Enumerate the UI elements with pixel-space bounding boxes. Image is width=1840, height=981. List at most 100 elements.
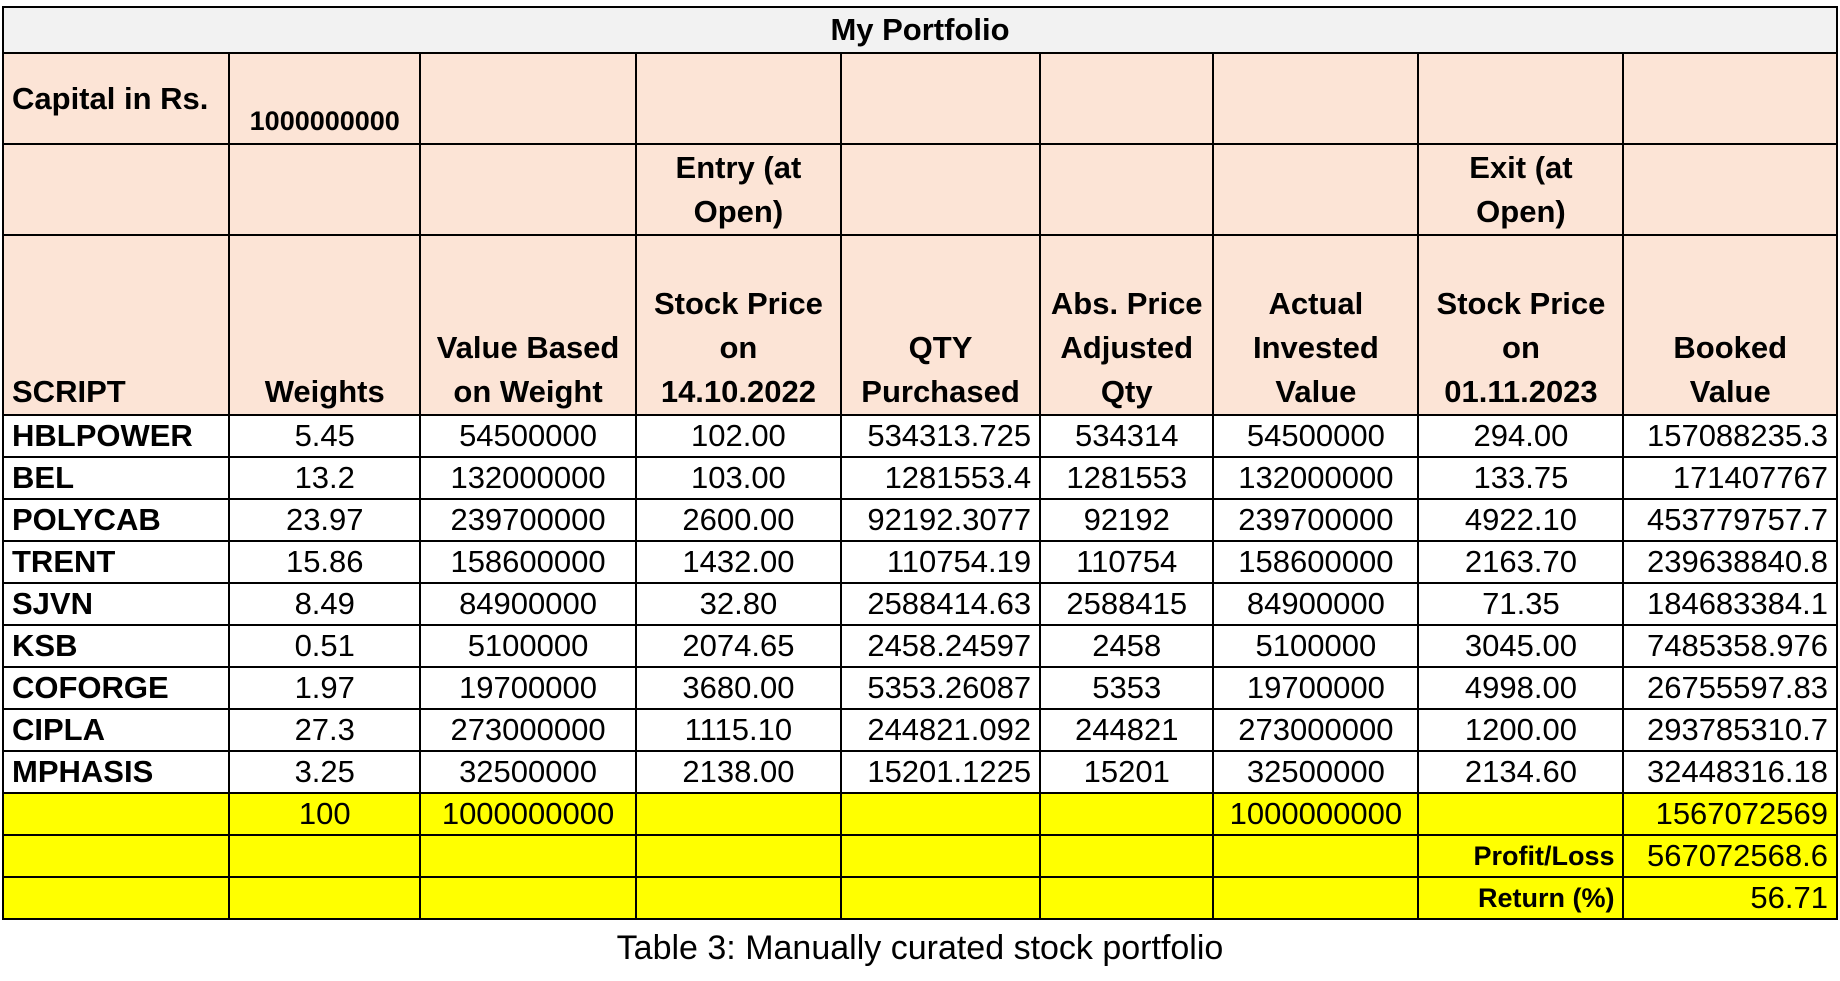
table-cell: 102.00 [634,414,842,458]
table-cell: 110754.19 [839,540,1042,584]
table-cell: 132000000 [1212,456,1420,500]
table-cell: 294.00 [1417,414,1625,458]
table-cell: 239700000 [1212,498,1420,542]
entry-label: Entry (at Open) [634,143,842,236]
table-row: HBLPOWER 5.45 54500000 102.00 534313.725… [1,414,1838,458]
totals-row: 100 1000000000 1000000000 1567072569 [1,792,1838,836]
table-cell: 3045.00 [1417,624,1625,668]
portfolio-table: My Portfolio Capital in Rs. 1000000000 E… [1,6,1838,920]
table-cell: 32448316.18 [1622,750,1838,794]
table-cell: 158600000 [419,540,637,584]
table-row: MPHASIS 3.25 32500000 2138.00 15201.1225… [1,750,1838,794]
table-cell: 2458 [1039,624,1215,668]
table-cell: 132000000 [419,456,637,500]
table-cell: 244821 [1039,708,1215,752]
table-cell: 184683384.1 [1622,582,1838,626]
script-cell: KSB [1,624,231,668]
script-cell: CIPLA [1,708,231,752]
column-header: Stock Price on 01.11.2023 [1417,234,1625,416]
table-cell: 32.80 [634,582,842,626]
script-cell: SJVN [1,582,231,626]
table-cell: 534313.725 [839,414,1042,458]
profit-loss-row: Profit/Loss 567072568.6 [1,834,1838,878]
table-cell: 110754 [1039,540,1215,584]
table-cell: 5.45 [228,414,422,458]
table-cell: 2588414.63 [839,582,1042,626]
table-cell: 32500000 [419,750,637,794]
table-row: SJVN 8.49 84900000 32.80 2588414.63 2588… [1,582,1838,626]
table-cell: 157088235.3 [1622,414,1838,458]
table-cell: 5100000 [1212,624,1420,668]
table-row: TRENT 15.86 158600000 1432.00 110754.19 … [1,540,1838,584]
column-header: Booked Value [1622,234,1838,416]
table-cell: 133.75 [1417,456,1625,500]
script-cell: MPHASIS [1,750,231,794]
table-row: CIPLA 27.3 273000000 1115.10 244821.092 … [1,708,1838,752]
column-header: SCRIPT [1,234,231,416]
table-cell: 13.2 [228,456,422,500]
table-cell: 3680.00 [634,666,842,710]
table-cell: 1281553 [1039,456,1215,500]
table-cell: 15201 [1039,750,1215,794]
capital-label: Capital in Rs. [1,52,231,145]
column-header: Weights [228,234,422,416]
table-cell: 2138.00 [634,750,842,794]
total-weights: 100 [228,792,422,836]
capital-value: 1000000000 [228,52,422,145]
table-cell: 71.35 [1417,582,1625,626]
table-cell: 273000000 [1212,708,1420,752]
column-header: Stock Price on 14.10.2022 [634,234,842,416]
table-row: BEL 13.2 132000000 103.00 1281553.4 1281… [1,456,1838,500]
table-cell: 239700000 [419,498,637,542]
total-booked: 1567072569 [1622,792,1838,836]
column-header: Actual Invested Value [1212,234,1420,416]
column-header: QTY Purchased [839,234,1042,416]
script-cell: BEL [1,456,231,500]
table-cell: 26755597.83 [1622,666,1838,710]
table-cell: 27.3 [228,708,422,752]
table-cell: 15.86 [228,540,422,584]
table-cell: 84900000 [1212,582,1420,626]
table-cell: 1.97 [228,666,422,710]
table-cell: 92192 [1039,498,1215,542]
total-value-based: 1000000000 [419,792,637,836]
table-cell: 23.97 [228,498,422,542]
script-cell: COFORGE [1,666,231,710]
table-cell: 534314 [1039,414,1215,458]
script-cell: HBLPOWER [1,414,231,458]
table-cell: 8.49 [228,582,422,626]
table-cell: 0.51 [228,624,422,668]
table-cell: 5100000 [419,624,637,668]
column-header: Abs. Price Adjusted Qty [1039,234,1215,416]
table-cell: 2600.00 [634,498,842,542]
table-cell: 54500000 [1212,414,1420,458]
table-cell: 7485358.976 [1622,624,1838,668]
table-cell: 171407767 [1622,456,1838,500]
table-cell: 293785310.7 [1622,708,1838,752]
table-cell: 453779757.7 [1622,498,1838,542]
table-cell: 5353.26087 [839,666,1042,710]
table-cell: 84900000 [419,582,637,626]
script-cell: POLYCAB [1,498,231,542]
table-cell: 4922.10 [1417,498,1625,542]
table-row: KSB 0.51 5100000 2074.65 2458.24597 2458… [1,624,1838,668]
table-cell: 2074.65 [634,624,842,668]
return-value: 56.71 [1622,876,1838,920]
table-cell: 2163.70 [1417,540,1625,584]
table-cell: 1200.00 [1417,708,1625,752]
table-cell: 273000000 [419,708,637,752]
table-cell: 244821.092 [839,708,1042,752]
table-cell: 2458.24597 [839,624,1042,668]
return-label: Return (%) [1417,876,1625,920]
table-cell: 15201.1225 [839,750,1042,794]
table-cell: 19700000 [1212,666,1420,710]
table-cell: 19700000 [419,666,637,710]
table-row: COFORGE 1.97 19700000 3680.00 5353.26087… [1,666,1838,710]
table-cell: 2588415 [1039,582,1215,626]
profit-loss-label: Profit/Loss [1417,834,1625,878]
profit-loss-value: 567072568.6 [1622,834,1838,878]
portfolio-table-container: My Portfolio Capital in Rs. 1000000000 E… [1,6,1838,920]
return-row: Return (%) 56.71 [1,876,1838,920]
script-cell: TRENT [1,540,231,584]
table-cell: 1115.10 [634,708,842,752]
